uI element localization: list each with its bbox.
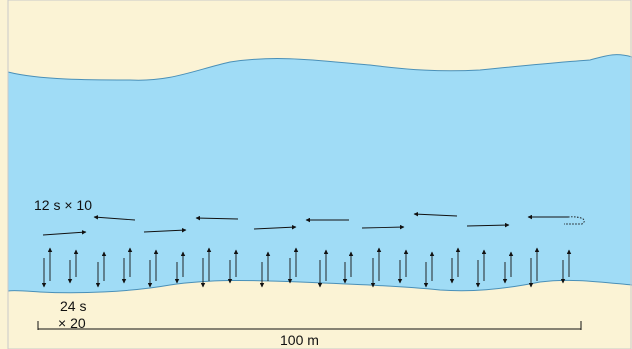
horizontal-arrow	[42, 230, 87, 236]
figure-frame	[7, 0, 632, 349]
horizontal-arrow	[361, 224, 405, 230]
vertical-swim-arrows	[41, 247, 572, 288]
horizontal-arrow	[413, 211, 458, 217]
north-shoreline	[7, 54, 632, 81]
horizontal-arrow	[93, 215, 136, 221]
horizontal-arrow	[466, 222, 510, 228]
river-water	[8, 54, 632, 293]
return-hook	[564, 216, 585, 225]
horizontal-arrow	[253, 224, 297, 230]
vertical-set-label-line1: 24 s	[60, 298, 86, 314]
vertical-set-label-line2: × 20	[58, 315, 86, 331]
scale-label: 100 m	[280, 332, 319, 348]
horizontal-set-label: 12 s × 10	[34, 197, 92, 213]
horizontal-arrow	[143, 227, 187, 233]
horizontal-arrow	[195, 215, 239, 221]
scale-bar	[37, 321, 582, 330]
horizontal-swim-arrows	[42, 211, 568, 236]
south-shoreline	[7, 279, 632, 294]
